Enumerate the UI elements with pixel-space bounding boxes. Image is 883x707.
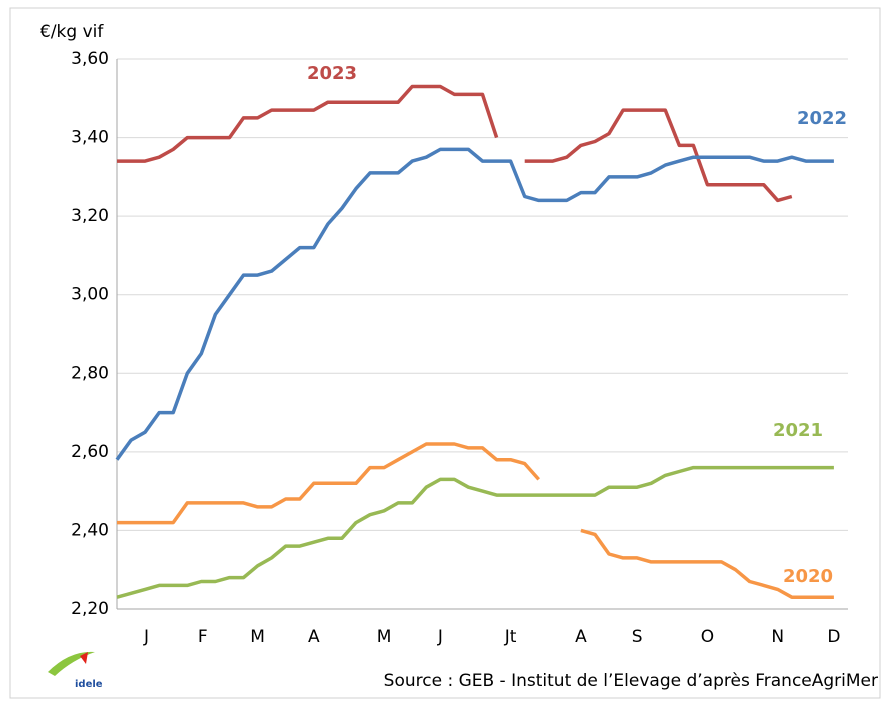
x-tick-label: J xyxy=(143,627,149,647)
series-line xyxy=(117,84,793,203)
series-line xyxy=(117,442,834,599)
logo-text: idele xyxy=(75,679,103,690)
x-tick-label: N xyxy=(771,627,784,647)
x-tick-label: Jt xyxy=(504,627,517,647)
y-tick-label: 3,00 xyxy=(71,285,109,305)
logo-flag xyxy=(80,652,88,664)
y-tick-label: 2,60 xyxy=(71,442,109,462)
series-line xyxy=(115,147,834,461)
series-label: 2020 xyxy=(783,566,833,587)
series-line xyxy=(116,465,834,599)
x-tick-label: A xyxy=(575,627,587,647)
y-tick-label: 3,40 xyxy=(71,128,109,148)
logo-swoosh xyxy=(48,651,95,676)
logo: idele xyxy=(48,651,103,690)
chart-frame xyxy=(9,7,881,699)
x-tick-label: S xyxy=(632,627,643,647)
x-tick-label: M xyxy=(250,627,265,647)
y-tick-label: 3,60 xyxy=(71,49,109,69)
x-tick-label: O xyxy=(701,627,714,647)
y-tick-label: 2,20 xyxy=(71,599,109,619)
x-tick-label: F xyxy=(198,627,208,647)
x-tick-label: A xyxy=(308,627,320,647)
series-label: 2021 xyxy=(773,420,823,441)
y-axis-label: €/kg vif xyxy=(40,22,104,42)
series-label: 2022 xyxy=(797,108,847,129)
x-tick-label: D xyxy=(827,627,840,647)
x-tick-label: J xyxy=(437,627,443,647)
source: Source : GEB - Institut de l’Elevage d’a… xyxy=(384,671,878,691)
series-label: 2023 xyxy=(307,63,357,84)
y-tick-label: 3,20 xyxy=(71,206,109,226)
y-tick-label: 2,40 xyxy=(71,520,109,540)
x-tick-label: M xyxy=(377,627,392,647)
y-tick-label: 2,80 xyxy=(71,363,109,383)
